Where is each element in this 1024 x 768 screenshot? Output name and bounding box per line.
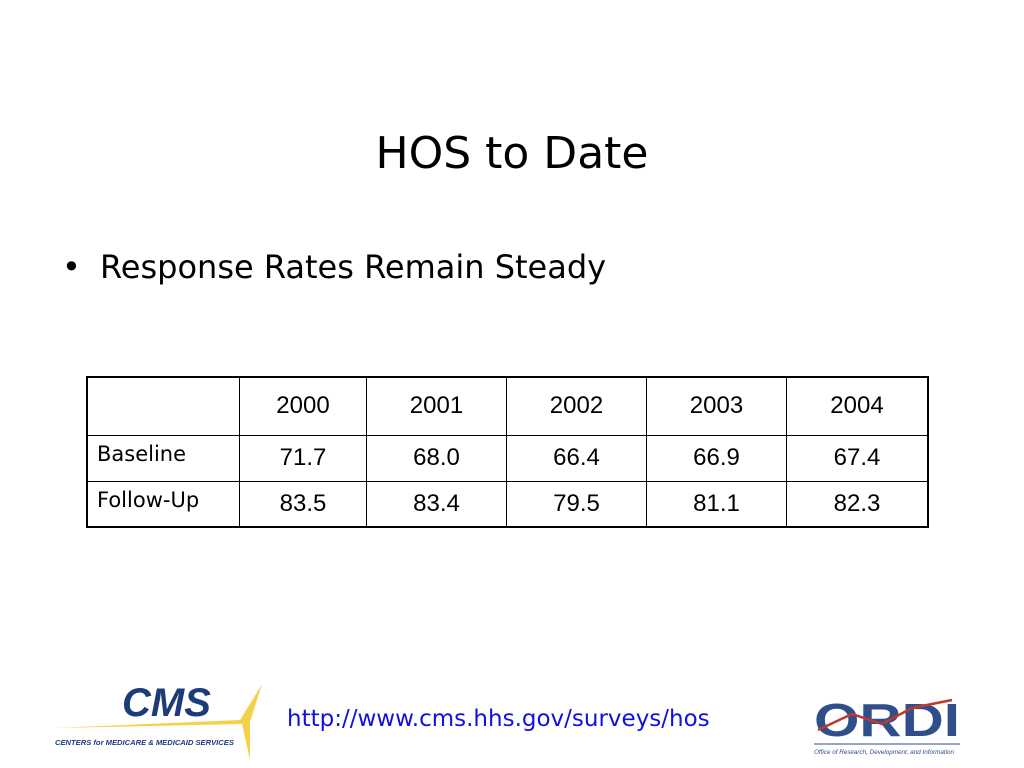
table-row: Follow-Up 83.5 83.4 79.5 81.1 82.3 — [86, 480, 929, 528]
cell: 66.9 — [646, 434, 787, 482]
header-cell: 2004 — [786, 376, 929, 436]
row-label: Baseline — [86, 434, 240, 482]
cell: 71.7 — [239, 434, 367, 482]
footer-link[interactable]: http://www.cms.hhs.gov/surveys/hos — [287, 706, 710, 732]
bullet: • Response Rates Remain Steady — [62, 248, 607, 286]
cell: 83.4 — [366, 480, 507, 528]
logo-name: CMS — [122, 681, 211, 725]
cell: 82.3 — [786, 480, 929, 528]
header-cell: 2002 — [506, 376, 647, 436]
slide-title: HOS to Date — [375, 128, 649, 179]
header-cell: 2001 — [366, 376, 507, 436]
logo-trend — [817, 698, 953, 732]
cell: 66.4 — [506, 434, 647, 482]
cell: 79.5 — [506, 480, 647, 528]
corner-cell — [86, 376, 240, 436]
header-cell: 2000 — [239, 376, 367, 436]
logo-caption: CENTERS for MEDICARE & MEDICAID SERVICES — [55, 738, 234, 747]
cell: 83.5 — [239, 480, 367, 528]
ordi-logo: ORDI Office of Research, Development, an… — [814, 694, 960, 756]
row-label: Follow-Up — [86, 480, 240, 528]
cell: 68.0 — [366, 434, 507, 482]
table-row: Baseline 71.7 68.0 66.4 66.9 67.4 — [86, 434, 929, 482]
cell: 81.1 — [646, 480, 787, 528]
logo-swoosh — [55, 684, 262, 760]
header-cell: 2003 — [646, 376, 787, 436]
bullet-text: Response Rates Remain Steady — [100, 248, 607, 286]
header-row: 2000 2001 2002 2003 2004 — [86, 376, 929, 436]
logo-caption: Office of Research, Development, and Inf… — [814, 749, 954, 756]
cms-logo: CMS CENTERS for MEDICARE & MEDICAID SERV… — [55, 681, 262, 760]
cell: 67.4 — [786, 434, 929, 482]
data-table: 2000 2001 2002 2003 2004 Baseline 71.7 6… — [86, 376, 929, 528]
